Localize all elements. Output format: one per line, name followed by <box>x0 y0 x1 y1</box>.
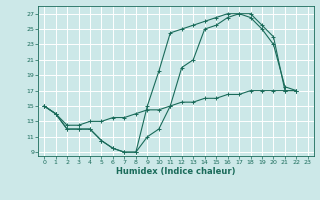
X-axis label: Humidex (Indice chaleur): Humidex (Indice chaleur) <box>116 167 236 176</box>
